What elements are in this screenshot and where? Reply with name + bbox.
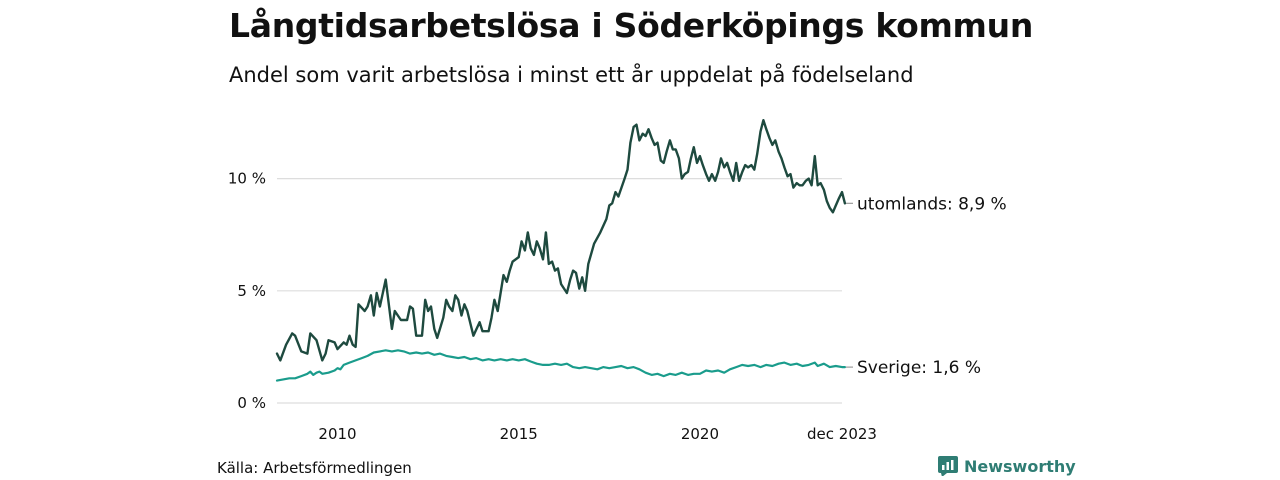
brand-logo: Newsworthy [938,456,1076,476]
x-tick-label: dec 2023 [807,425,877,443]
y-tick-label: 5 % [237,282,266,300]
brand-name: Newsworthy [964,456,1076,476]
series-line-utomlands [275,119,847,362]
source-note: Källa: Arbetsförmedlingen [217,459,412,477]
y-tick-label: 0 % [237,394,266,412]
series-end-label-utomlands: utomlands: 8,9 % [857,194,1007,214]
x-tick-label: 2015 [500,425,538,443]
series-end-label-sverige: Sverige: 1,6 % [857,358,981,378]
chart-subtitle: Andel som varit arbetslösa i minst ett å… [229,63,914,87]
x-tick-label: 2020 [681,425,719,443]
y-tick-label: 10 % [228,170,266,188]
series-line-sverige [275,349,846,382]
newsworthy-icon [938,456,958,476]
x-tick-label: 2010 [318,425,356,443]
chart-title: Långtidsarbetslösa i Söderköpings kommun [229,6,1034,45]
